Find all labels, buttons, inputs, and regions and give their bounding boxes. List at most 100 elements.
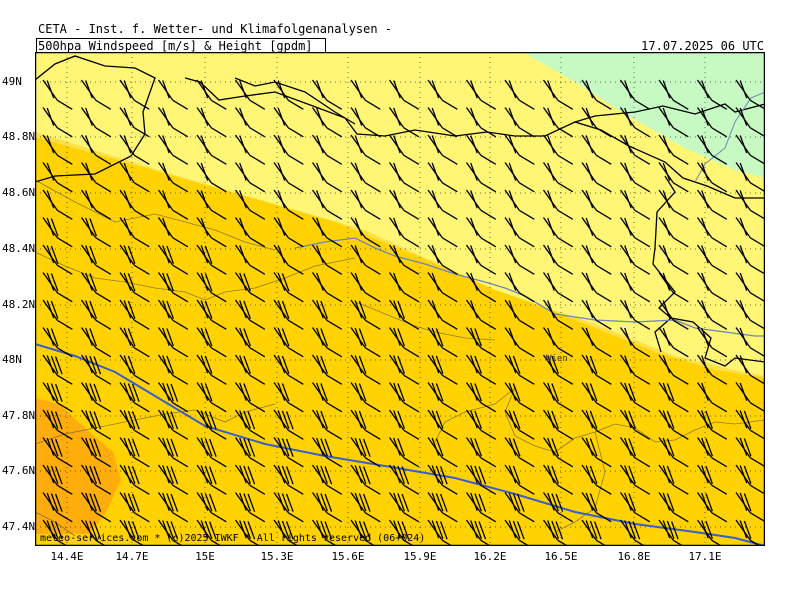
wind-barb [696, 519, 723, 546]
wind-barb [234, 464, 266, 495]
x-tick-label: 14.4E [50, 550, 84, 563]
country-border-east [652, 175, 765, 367]
map-border [35, 52, 765, 546]
wind-barb [465, 79, 497, 110]
wind-barb [619, 437, 651, 468]
wind-barb [465, 327, 497, 358]
wind-barb [696, 162, 728, 193]
wind-barb [427, 244, 458, 275]
wind-barb [619, 162, 651, 193]
wind-barb [119, 272, 150, 303]
wind-barb [196, 519, 223, 546]
wind-barb [157, 107, 189, 138]
wind-barb [80, 354, 112, 385]
wind-barb [581, 519, 608, 546]
wind-barb [388, 107, 420, 138]
product-title-box [36, 38, 326, 53]
wind-barb [42, 409, 73, 440]
wind-barb [273, 409, 304, 440]
wind-barb [42, 134, 73, 165]
wind-barb [542, 244, 574, 275]
wind-barb [735, 162, 765, 193]
wind-barb [311, 327, 343, 358]
x-tick-label: 14.7E [115, 550, 149, 563]
wind-barb [273, 162, 304, 193]
wind-barb [196, 382, 227, 413]
wind-barb [619, 464, 651, 495]
wind-barb [542, 299, 574, 330]
wind-barb [234, 217, 266, 248]
wind-barb [735, 354, 765, 385]
wind-barb [735, 464, 765, 495]
wind-barb [273, 272, 304, 303]
wind-barb [80, 409, 112, 440]
wind-barb [42, 244, 73, 275]
wind-barb [619, 79, 651, 110]
wind-barb [465, 244, 497, 275]
wind-barb [619, 217, 651, 248]
wind-barb [581, 382, 612, 413]
wind-barb [427, 437, 458, 468]
copyright-notice: meteo-services.com * (c)2025 IWKF * All … [40, 533, 426, 544]
wind-barb [350, 189, 381, 220]
wind-barb [234, 272, 266, 303]
wind-barb [119, 492, 150, 523]
y-tick-label: 47.4N [2, 520, 36, 533]
wind-barb [273, 244, 304, 275]
wind-barb [42, 492, 73, 523]
wind-barb [465, 437, 497, 468]
wind-barb [80, 107, 112, 138]
wind-barb [658, 162, 689, 193]
wind-barb [388, 437, 420, 468]
wind-barb [196, 244, 227, 275]
wind-barb [427, 79, 458, 110]
wind-barb [504, 189, 535, 220]
wind-barb [619, 244, 651, 275]
wind-barb [42, 162, 73, 193]
wind-barb [80, 189, 112, 220]
wind-barb [196, 327, 227, 358]
wind-barb [581, 327, 612, 358]
wind-barb [427, 134, 458, 165]
wind-barb [80, 162, 112, 193]
wind-barb [388, 244, 420, 275]
wind-barb [196, 79, 227, 110]
wind-barb [658, 134, 689, 165]
country-border [35, 55, 765, 199]
wind-barb [119, 409, 150, 440]
wind-barb [119, 464, 150, 495]
wind-barb [196, 464, 227, 495]
forecast-datetime: 17.07.2025 06 UTC [641, 39, 764, 53]
wind-barb [273, 107, 304, 138]
wind-barb [735, 327, 765, 358]
wind-barb [234, 134, 266, 165]
wind-barb [504, 134, 535, 165]
wind-barb [465, 272, 497, 303]
wind-barb [581, 299, 612, 330]
wind-barb [42, 107, 73, 138]
wind-barb [119, 217, 150, 248]
wind-barb [234, 299, 266, 330]
wind-barb [350, 134, 381, 165]
wind-barb [542, 382, 574, 413]
band-pale-yellow-left [35, 52, 765, 376]
wind-barb [196, 299, 227, 330]
y-tick-label: 48.8N [2, 130, 36, 143]
wind-barb [465, 409, 497, 440]
wind-barb [581, 464, 612, 495]
wind-barb [157, 244, 189, 275]
wind-barb [581, 437, 612, 468]
wind-barb [465, 299, 497, 330]
wind-barb [504, 464, 535, 495]
wind-barb [427, 107, 458, 138]
wind-barb [119, 107, 150, 138]
wind-barb [273, 382, 304, 413]
wind-barb [504, 382, 535, 413]
footer-strip [35, 534, 765, 546]
wind-barb [581, 354, 612, 385]
wind-barb [388, 409, 420, 440]
wind-barb [427, 189, 458, 220]
wind-barb [465, 492, 497, 523]
wind-barb [696, 409, 728, 440]
wind-barb [504, 217, 535, 248]
